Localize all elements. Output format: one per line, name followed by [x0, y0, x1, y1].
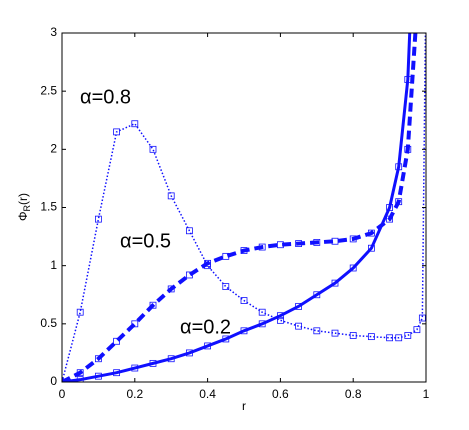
marker — [395, 334, 403, 342]
marker — [349, 264, 357, 272]
marker — [222, 335, 230, 343]
marker — [349, 235, 357, 243]
marker — [131, 364, 139, 372]
marker — [349, 332, 357, 339]
marker — [76, 369, 84, 377]
y-tick-label: 0.5 — [40, 316, 57, 330]
marker — [295, 322, 303, 330]
marker — [313, 238, 321, 246]
series-line — [62, 33, 426, 382]
plot-area — [62, 7, 426, 382]
marker — [222, 252, 230, 260]
x-tick-label: 0.8 — [345, 387, 362, 401]
y-label-main: Φ — [16, 211, 30, 221]
marker — [313, 327, 321, 335]
marker — [240, 247, 248, 254]
x-tick-label: 1 — [423, 387, 430, 401]
x-tick-label: 0.4 — [199, 387, 216, 401]
marker — [276, 312, 284, 320]
marker — [149, 145, 157, 153]
marker — [76, 376, 84, 382]
marker — [113, 369, 120, 377]
marker — [113, 337, 120, 345]
marker — [386, 215, 394, 223]
marker — [95, 372, 102, 380]
marker — [76, 308, 84, 316]
marker — [185, 349, 193, 357]
marker — [331, 329, 339, 337]
marker — [258, 320, 266, 328]
marker — [404, 332, 412, 339]
marker — [418, 314, 426, 322]
marker — [395, 163, 403, 171]
series-line — [62, 33, 412, 382]
marker — [204, 342, 212, 350]
y-label-suffix: (r) — [16, 193, 30, 205]
marker — [413, 326, 421, 334]
y-tick-label: 2 — [50, 142, 57, 156]
marker — [414, 7, 420, 13]
marker — [113, 128, 120, 136]
y-label-sub: R — [22, 204, 32, 211]
marker — [404, 145, 412, 153]
marker — [95, 215, 102, 223]
series-line — [62, 33, 418, 382]
x-axis-label: r — [242, 399, 246, 413]
marker — [395, 198, 403, 206]
marker — [331, 237, 339, 245]
series-annotation: α=0.5 — [120, 230, 171, 252]
marker — [295, 302, 303, 310]
marker — [258, 243, 266, 251]
marker — [367, 333, 375, 341]
marker — [167, 285, 175, 293]
marker — [367, 229, 375, 237]
series-annotation: α=0.2 — [180, 316, 231, 338]
marker — [331, 279, 339, 287]
marker — [185, 271, 193, 279]
marker — [386, 334, 394, 342]
marker — [386, 204, 394, 211]
marker — [149, 301, 157, 309]
marker — [167, 192, 175, 200]
marker — [222, 283, 230, 291]
marker — [240, 327, 248, 335]
y-axis-label: ΦR(r) — [16, 193, 32, 221]
marker — [204, 259, 212, 267]
marker — [404, 76, 412, 83]
y-tick-label: 1.5 — [40, 200, 57, 214]
marker — [367, 244, 375, 252]
marker — [258, 308, 266, 316]
marker — [185, 227, 193, 235]
marker — [240, 297, 248, 304]
marker — [167, 355, 175, 363]
y-tick-label: 3 — [50, 25, 57, 39]
marker — [276, 241, 284, 249]
marker — [313, 291, 321, 299]
x-tick-label: 0 — [59, 387, 66, 401]
y-tick-label: 2.5 — [40, 83, 57, 97]
series-annotation: α=0.8 — [80, 86, 131, 108]
marker — [131, 120, 139, 128]
marker — [95, 355, 102, 363]
x-tick-label: 0.6 — [272, 387, 289, 401]
marker — [131, 320, 139, 328]
y-tick-label: 0 — [50, 374, 57, 388]
y-tick-label: 1 — [50, 258, 57, 272]
marker — [295, 240, 303, 247]
marker — [149, 359, 157, 367]
x-tick-label: 0.2 — [126, 387, 143, 401]
marker — [276, 316, 284, 324]
